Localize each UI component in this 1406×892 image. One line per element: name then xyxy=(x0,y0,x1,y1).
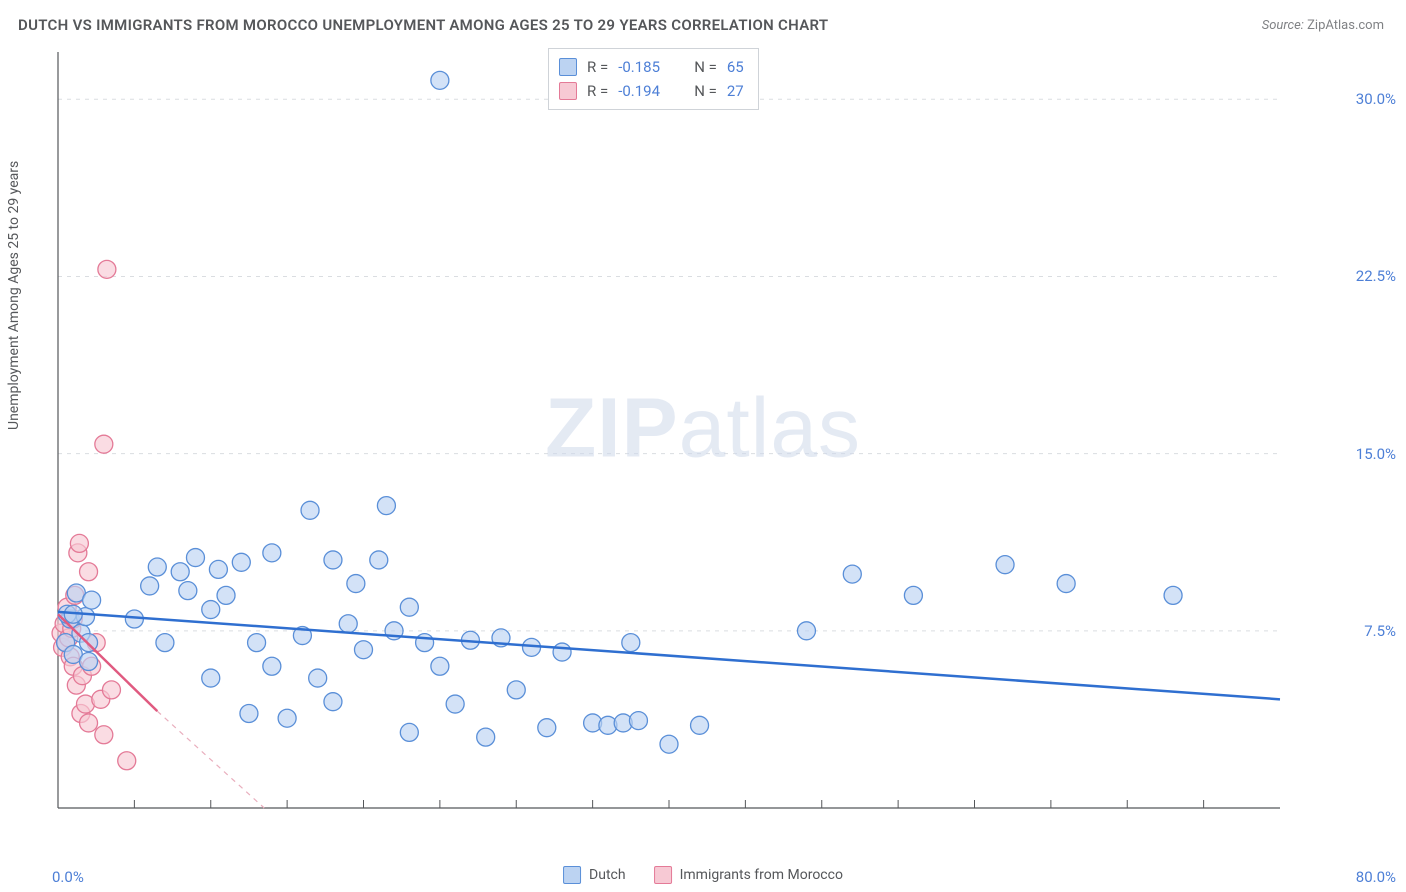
x-axis-start-label: 0.0% xyxy=(52,868,84,886)
legend-item: Dutch xyxy=(563,866,626,884)
source-value: ZipAtlas.com xyxy=(1307,18,1384,33)
legend-swatch xyxy=(654,866,672,884)
corr-r-label: R = xyxy=(587,55,608,79)
series-legend: Dutch Immigrants from Morocco xyxy=(563,866,843,884)
corr-r-label: R = xyxy=(587,79,608,103)
legend-swatch xyxy=(563,866,581,884)
y-tick-label: 22.5% xyxy=(1356,267,1396,285)
y-tick-label: 7.5% xyxy=(1364,622,1396,640)
y-tick-label: 15.0% xyxy=(1356,445,1396,463)
corr-n-value: 27 xyxy=(727,79,744,103)
source-label: Source: xyxy=(1262,18,1304,33)
corr-r-value: -0.194 xyxy=(618,79,676,103)
corr-n-label: N = xyxy=(694,55,717,79)
chart-title: DUTCH VS IMMIGRANTS FROM MOROCCO UNEMPLO… xyxy=(18,16,828,34)
corr-n-value: 65 xyxy=(727,55,744,79)
x-axis-end-label: 80.0% xyxy=(1356,868,1396,886)
scatter-plot-svg xyxy=(50,46,1350,844)
y-tick-label: 30.0% xyxy=(1356,90,1396,108)
legend-swatch xyxy=(559,58,577,76)
source-attribution: Source: ZipAtlas.com xyxy=(1262,18,1384,33)
corr-legend-row: R = -0.185 N = 65 xyxy=(559,55,744,79)
correlation-legend: R = -0.185 N = 65 R = -0.194 N = 27 xyxy=(548,48,759,110)
y-axis-label: Unemployment Among Ages 25 to 29 years xyxy=(6,161,22,430)
corr-n-label: N = xyxy=(694,79,717,103)
corr-legend-row: R = -0.194 N = 27 xyxy=(559,79,744,103)
legend-swatch xyxy=(559,82,577,100)
legend-label: Immigrants from Morocco xyxy=(680,867,843,883)
chart-area xyxy=(50,46,1350,844)
corr-r-value: -0.185 xyxy=(618,55,676,79)
legend-label: Dutch xyxy=(589,867,626,883)
legend-item: Immigrants from Morocco xyxy=(654,866,843,884)
